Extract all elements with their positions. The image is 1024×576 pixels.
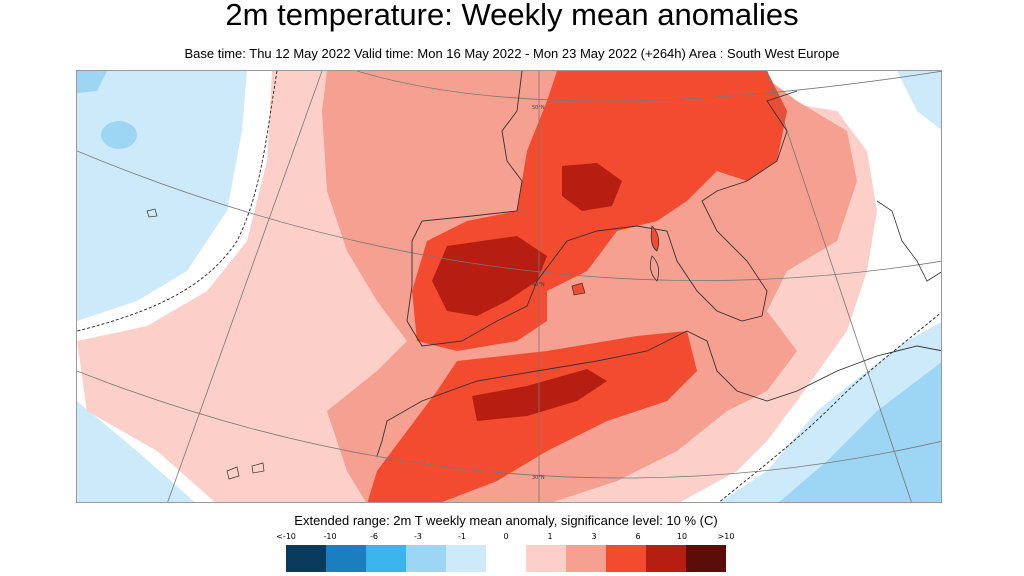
legend-tick: 1 [547, 532, 553, 541]
legend-swatch [366, 545, 406, 572]
canary-island-1 [226, 466, 240, 480]
legend-tick: 0 [503, 532, 509, 541]
page-subtitle: Base time: Thu 12 May 2022 Valid time: M… [184, 46, 840, 61]
grid-label-30n: 30°N [532, 475, 545, 481]
legend-tick: 3 [591, 532, 597, 541]
northeast-cool-patch [897, 71, 941, 130]
legend-tick: 10 [676, 532, 688, 541]
coastline-africa [376, 330, 941, 457]
legend-swatch [526, 545, 566, 572]
balearic-island [571, 282, 586, 296]
graticule-30n [77, 370, 941, 479]
legend-tick: -10 [323, 532, 337, 541]
significance-contour-west [77, 71, 278, 332]
grid-label-50n: 50°N [532, 105, 545, 111]
legend-swatch [326, 545, 366, 572]
sardinia-island [649, 255, 660, 282]
legend-tick: -6 [370, 532, 378, 541]
canary-island-2 [251, 462, 265, 474]
legend-swatch [406, 545, 446, 572]
legend-tick: -1 [458, 532, 466, 541]
legend-tick: 6 [635, 532, 641, 541]
warm-anomaly-3-6-africa [367, 331, 697, 502]
warm-anomaly-6-10-france [562, 163, 622, 211]
warm-anomaly-6-10-iberia [432, 236, 547, 316]
corsica-island [650, 225, 660, 252]
page-title: 2m temperature: Weekly mean anomalies [225, 0, 799, 32]
legend-title: Extended range: 2m T weekly mean anomaly… [294, 513, 718, 528]
east-med-cool-core [779, 362, 941, 502]
coastline-europe [406, 71, 798, 347]
legend-swatch [486, 545, 526, 572]
legend-tick: <-10 [276, 532, 296, 541]
significance-contour-east [718, 312, 941, 502]
anomaly-map: 50°N 40°N 30°N [76, 70, 942, 503]
legend-colorbar [286, 545, 726, 572]
legend-swatch [566, 545, 606, 572]
legend-swatch [446, 545, 486, 572]
graticule-meridian-1 [167, 71, 323, 502]
map-svg: 50°N 40°N 30°N [77, 71, 941, 502]
graticule-meridian-3 [766, 71, 912, 502]
atlantic-cool-spot [101, 121, 137, 149]
grid-label-40n: 40°N [532, 282, 545, 288]
warm-anomaly-6-10-africa [472, 369, 607, 421]
northwest-cool-patch [77, 71, 107, 93]
legend-tick: >10 [717, 532, 735, 541]
graticule-40n [77, 150, 941, 281]
legend-swatch [646, 545, 686, 572]
legend-ticks: <-10 -10 -6 -3 -1 0 1 3 6 10 >10 [276, 532, 734, 544]
legend-swatch [606, 545, 646, 572]
legend-swatch [686, 545, 726, 572]
legend-swatch [286, 545, 326, 572]
azores-island [146, 208, 158, 218]
coastline-greece [876, 200, 941, 282]
graticule-50n [356, 71, 941, 102]
legend-tick: -3 [414, 532, 422, 541]
